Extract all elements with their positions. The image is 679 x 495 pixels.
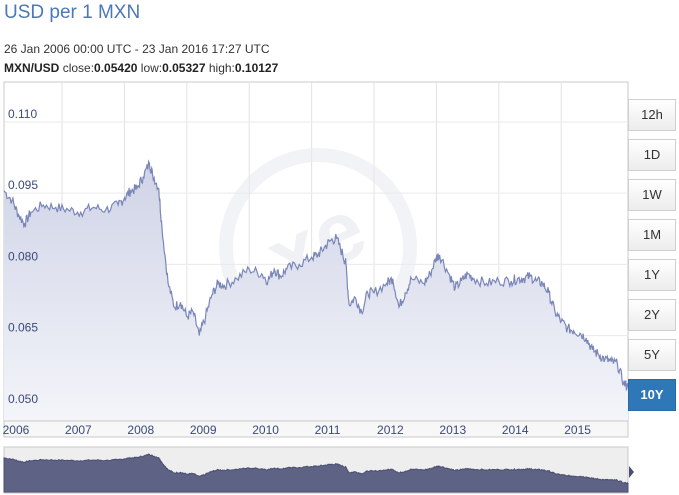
close-label: close: [62, 61, 95, 75]
high-value: 0.10127 [234, 61, 279, 75]
price-line [3, 159, 629, 392]
x-tick-label: 2011 [315, 423, 341, 437]
y-tick-label: 0.080 [8, 249, 38, 263]
range-button-1d[interactable]: 1D [628, 139, 676, 171]
range-button-5y[interactable]: 5Y [628, 339, 676, 371]
close-value: 0.05420 [94, 61, 138, 75]
x-axis: 2006 2007 2008 2009 2010 2011 2012 2013 2014 2015 [3, 423, 592, 437]
low-value: 0.05327 [162, 61, 206, 75]
chart-title: USD per 1 MXN [4, 2, 141, 23]
x-tick-label: 2014 [502, 423, 529, 437]
price-summary: MXN/USD close:0.05420 low:0.05327 high:0… [4, 61, 278, 75]
high-label: high: [208, 61, 235, 75]
low-label: low: [140, 61, 163, 75]
range-button-12h[interactable]: 12h [628, 99, 676, 131]
y-tick-label: 0.110 [8, 107, 37, 121]
y-axis: 0.110 0.095 0.080 0.065 0.050 [8, 107, 38, 406]
range-button-1w[interactable]: 1W [628, 179, 676, 211]
y-tick-label: 0.065 [8, 321, 38, 335]
y-tick-label: 0.050 [8, 392, 38, 406]
x-tick-label: 2006 [3, 423, 30, 437]
x-tick-label: 2008 [127, 423, 154, 437]
x-tick-label: 2007 [65, 423, 92, 437]
x-tick-label: 2013 [439, 423, 466, 437]
range-button-10y[interactable]: 10Y [628, 379, 676, 411]
range-button-1m[interactable]: 1M [628, 219, 676, 251]
x-tick-label: 2009 [190, 423, 217, 437]
range-button-1y[interactable]: 1Y [628, 259, 676, 291]
x-axis-band [3, 420, 629, 438]
y-tick-label: 0.095 [8, 178, 38, 192]
navigator-handle-icon[interactable] [629, 466, 634, 478]
currency-pair: MXN/USD [4, 61, 60, 75]
date-range: 26 Jan 2006 00:00 UTC - 23 Jan 2016 17:2… [4, 42, 270, 56]
x-tick-label: 2015 [564, 423, 591, 437]
x-tick-label: 2012 [377, 423, 404, 437]
range-button-2y[interactable]: 2Y [628, 299, 676, 331]
x-tick-label: 2010 [252, 423, 279, 437]
price-area [4, 161, 628, 421]
navigator-series [3, 453, 629, 493]
